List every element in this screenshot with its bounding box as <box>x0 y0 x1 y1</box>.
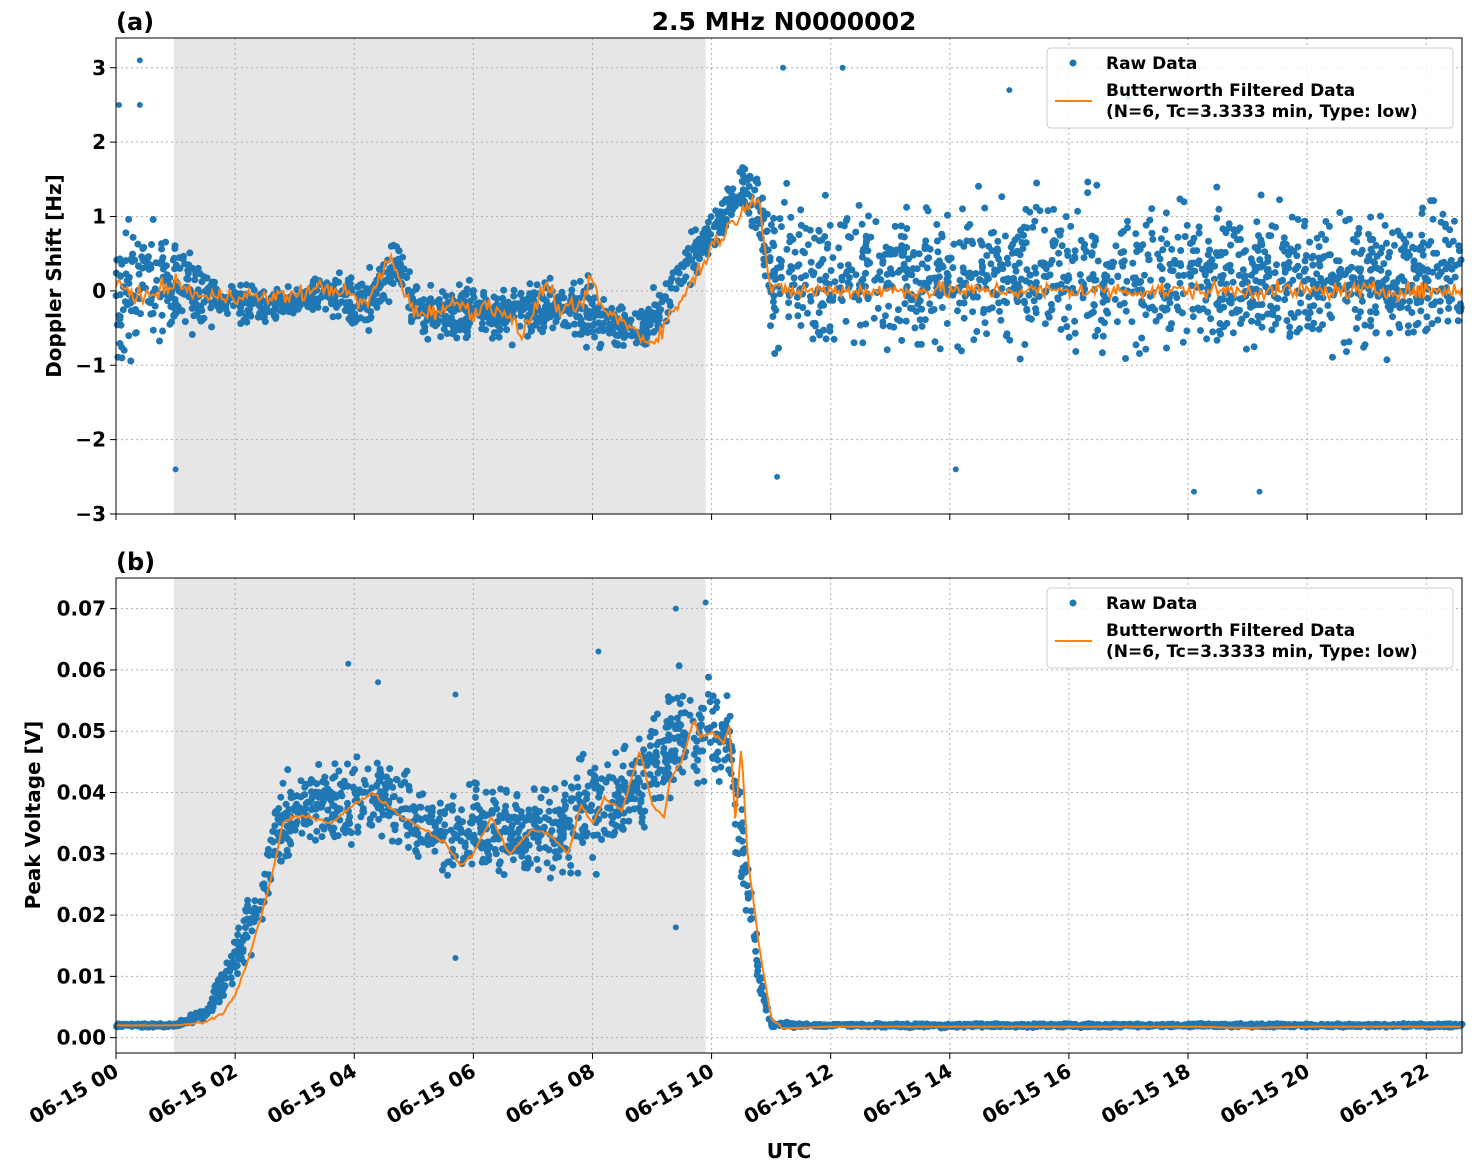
panel-b-label: (b) <box>116 548 155 576</box>
panel-b-filtered-series <box>115 720 1463 1030</box>
y-tick-label: −3 <box>75 502 106 526</box>
y-tick-label: 0.01 <box>57 964 106 988</box>
raw-data-outlier <box>702 599 709 606</box>
y-tick-label: 2 <box>92 130 106 154</box>
raw-data-outlier <box>780 64 787 71</box>
x-axis-label: UTC <box>767 1139 812 1163</box>
panel-a-legend: Raw Data Butterworth Filtered Data (N=6,… <box>1046 47 1454 129</box>
y-tick-label: 0.04 <box>57 781 106 805</box>
panel-a-legend-filtered-params: (N=6, Tc=3.3333 min, Type: low) <box>1106 102 1418 122</box>
y-tick-label: 0 <box>92 279 106 303</box>
raw-data-outlier <box>1006 87 1013 94</box>
panel-a-filtered-series <box>115 193 1463 346</box>
raw-data-outlier <box>136 101 143 108</box>
filtered-line <box>115 720 1463 1030</box>
panel-a-frame <box>115 37 1463 515</box>
panel-b-legend-box <box>1046 587 1454 669</box>
raw-data-outlier <box>115 101 122 108</box>
y-tick-label: 0.05 <box>57 719 106 743</box>
panel-a-raw-data-series <box>112 57 1465 495</box>
panel-b-y-axis-label: Peak Voltage [V] <box>21 721 45 910</box>
raw-data-outlier <box>452 691 459 698</box>
panel-a-y-axis: −3 −2 −1 0 1 2 3 <box>75 56 116 526</box>
raw-data-outlier <box>1256 488 1263 495</box>
panel-a-legend-raw-marker <box>1069 59 1077 67</box>
y-tick-label: 0.03 <box>57 842 106 866</box>
raw-data-outlier <box>1190 488 1197 495</box>
raw-data-outlier <box>172 466 179 473</box>
y-tick-label: 0.06 <box>57 658 106 682</box>
panel-a-shaded-region <box>173 38 706 514</box>
panel-a-label: (a) <box>116 8 154 36</box>
panel-b-legend: Raw Data Butterworth Filtered Data (N=6,… <box>1046 587 1454 669</box>
raw-data-outlier <box>839 64 846 71</box>
y-tick-label: 0.07 <box>57 597 106 621</box>
y-tick-label: 0.00 <box>57 1026 106 1050</box>
y-tick-label: 3 <box>92 56 106 80</box>
panel-b-peak-voltage: (b) 0.000.010.020.030.040.050.060.07 06-… <box>21 548 1466 1129</box>
y-tick-label: −2 <box>75 428 106 452</box>
panel-a-doppler-shift: (a) −3 −2 −1 0 1 2 3 Doppler Shift [Hz] Raw Da… <box>42 8 1465 526</box>
panel-a-y-axis-label: Doppler Shift [Hz] <box>42 174 66 378</box>
raw-data-outlier <box>345 660 352 667</box>
chart-title: 2.5 MHz N0000002 <box>652 7 917 36</box>
raw-data-outlier <box>774 473 781 480</box>
raw-data-outlier <box>136 57 143 64</box>
raw-data-points <box>112 164 1465 365</box>
panel-b-legend-filtered-params: (N=6, Tc=3.3333 min, Type: low) <box>1106 642 1418 662</box>
filtered-line <box>115 193 1463 346</box>
panel-b-legend-raw-marker <box>1069 599 1077 607</box>
panel-b-legend-raw-label: Raw Data <box>1106 594 1197 614</box>
raw-data-outlier <box>672 924 679 931</box>
raw-data-outlier <box>952 466 959 473</box>
panel-b-y-axis: 0.00 0.01 0.02 0.03 0.04 0.05 0.06 0.07 <box>57 597 116 1050</box>
raw-data-outlier <box>452 955 459 961</box>
panel-a-legend-box <box>1046 47 1454 129</box>
raw-data-outlier <box>595 648 602 655</box>
shaded-interval <box>173 38 706 514</box>
panel-a-x-axis <box>115 514 1427 520</box>
y-tick-label: 1 <box>92 205 106 229</box>
y-tick-label: −1 <box>75 353 106 377</box>
y-tick-label: 0.02 <box>57 903 106 927</box>
panel-a-legend-filtered-label: Butterworth Filtered Data <box>1106 81 1355 101</box>
raw-data-outlier <box>672 605 679 612</box>
raw-data-outlier <box>375 679 382 686</box>
panel-b-frame <box>115 577 1463 1054</box>
panel-b-legend-filtered-label: Butterworth Filtered Data <box>1106 621 1355 641</box>
panel-a-legend-raw-label: Raw Data <box>1106 54 1197 74</box>
